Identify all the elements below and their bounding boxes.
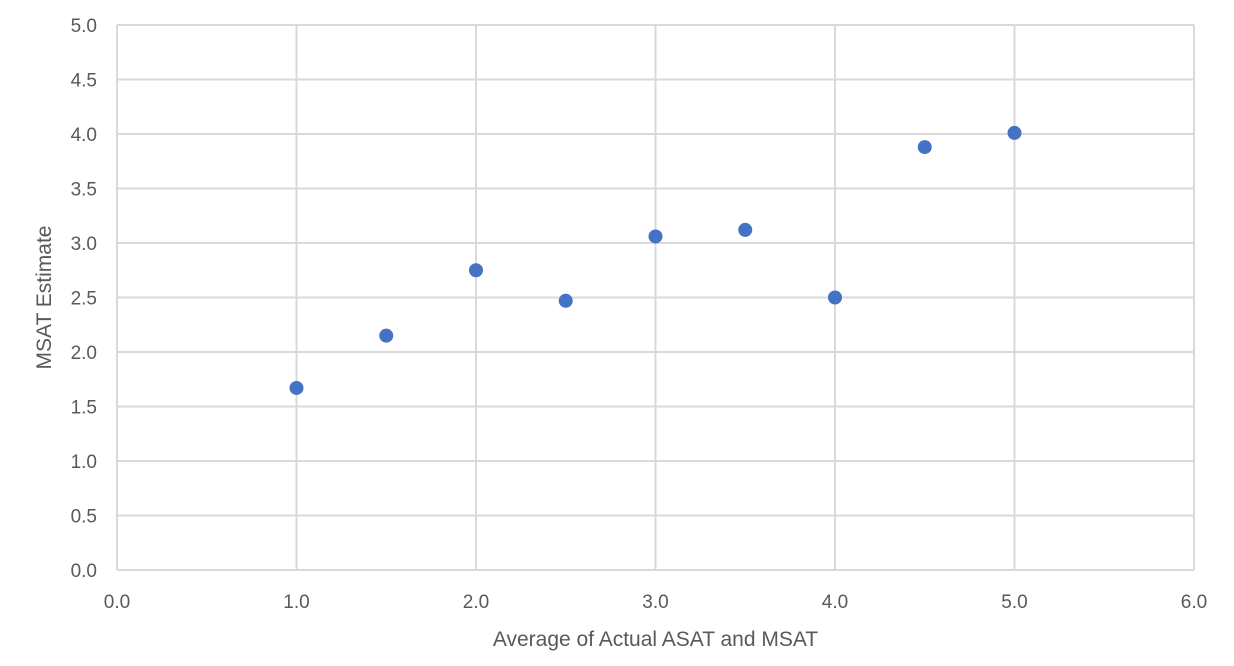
y-tick-label: 4.0 <box>71 125 97 146</box>
data-point <box>289 380 304 395</box>
data-point <box>469 263 483 278</box>
x-axis-ticks: 0.0 1.0 2.0 3.0 4.0 5.0 6.0 <box>104 592 1207 613</box>
data-point <box>558 293 573 308</box>
y-tick-label: 0.0 <box>71 561 97 582</box>
data-point <box>648 229 663 244</box>
x-tick-label: 3.0 <box>642 592 668 613</box>
grid <box>116 24 1195 571</box>
y-tick-label: 5.0 <box>71 16 97 37</box>
x-tick-label: 5.0 <box>1001 592 1027 613</box>
y-axis-ticks: 0.0 0.5 1.0 1.5 2.0 2.5 3.0 3.5 4.0 4.5 5.0 <box>71 16 97 582</box>
y-tick-label: 1.0 <box>71 452 97 473</box>
x-tick-label: 2.0 <box>463 592 489 613</box>
data-points <box>289 125 1022 395</box>
y-tick-label: 0.5 <box>71 507 97 528</box>
x-tick-label: 1.0 <box>283 592 309 613</box>
data-point <box>738 222 753 237</box>
x-tick-label: 6.0 <box>1181 592 1207 613</box>
data-point <box>1007 125 1022 140</box>
y-tick-label: 2.0 <box>71 343 97 364</box>
y-tick-label: 3.5 <box>71 180 97 201</box>
x-tick-label: 0.0 <box>104 592 130 613</box>
data-point <box>917 140 932 155</box>
y-tick-label: 1.5 <box>71 398 97 419</box>
x-tick-label: 4.0 <box>822 592 848 613</box>
y-tick-label: 3.0 <box>71 234 97 255</box>
data-point <box>828 290 842 305</box>
y-tick-label: 4.5 <box>71 71 97 92</box>
data-point <box>379 328 394 343</box>
y-axis-title: MSAT Estimate <box>33 226 56 370</box>
x-axis-title: Average of Actual ASAT and MSAT <box>493 628 818 651</box>
y-tick-label: 2.5 <box>71 289 97 310</box>
